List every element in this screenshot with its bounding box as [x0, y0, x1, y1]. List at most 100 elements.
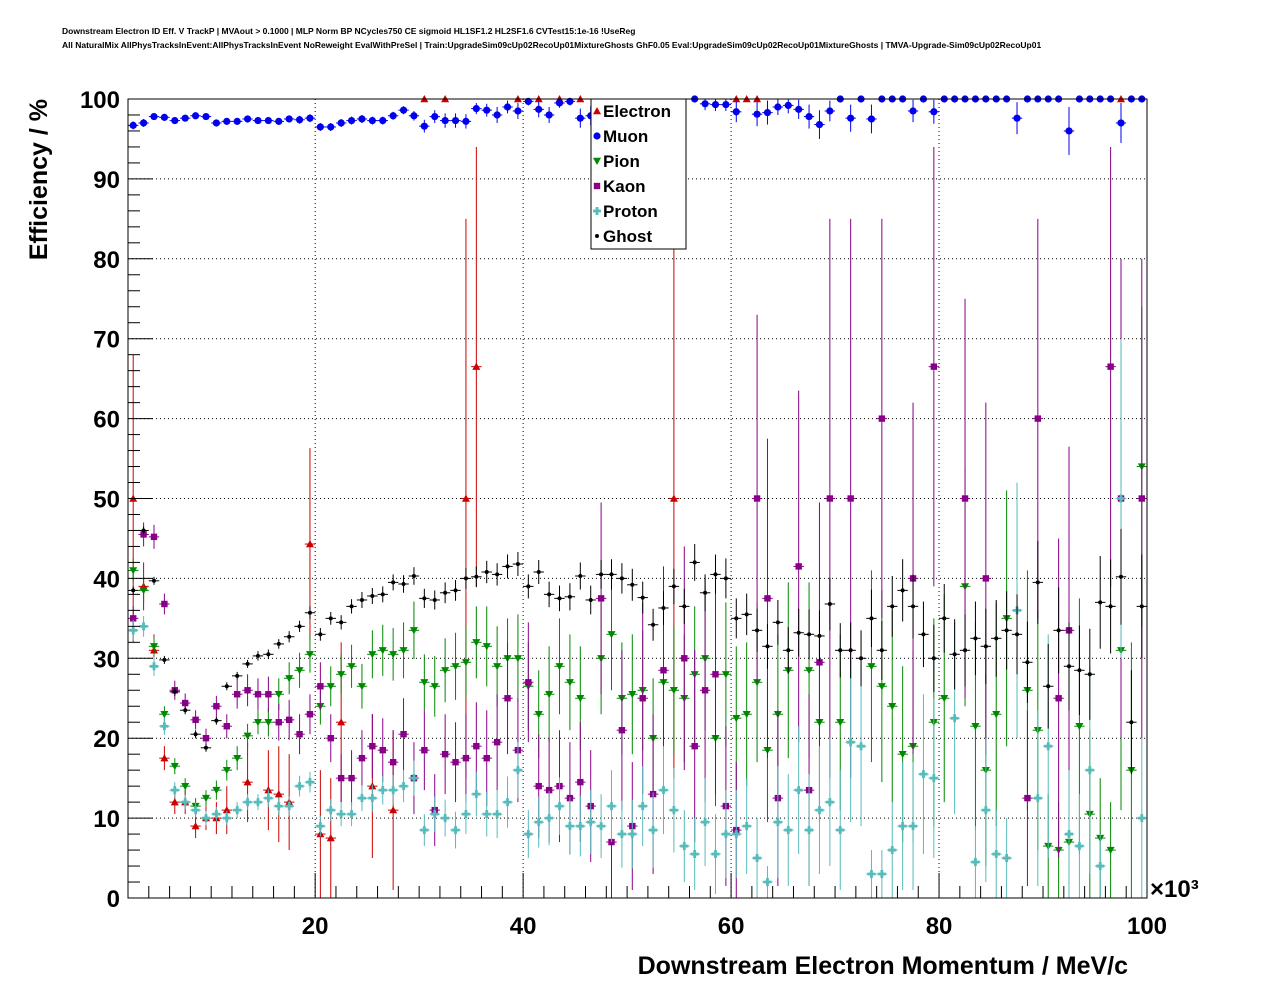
muon-marker	[233, 117, 241, 125]
proton-point	[710, 814, 721, 895]
electron-marker	[305, 540, 314, 548]
kaon-marker	[327, 735, 334, 742]
kaon-point	[231, 679, 243, 709]
muon-marker	[711, 100, 720, 109]
ghost-marker	[1015, 632, 1020, 637]
muon-point	[814, 110, 825, 139]
kaon-marker	[202, 735, 210, 742]
pion-marker	[940, 695, 949, 703]
proton-point	[647, 792, 659, 868]
ghost-marker	[1087, 672, 1092, 677]
muon-marker	[254, 116, 262, 125]
proton-marker	[264, 794, 273, 803]
ghost-point	[720, 558, 732, 599]
ghost-point	[533, 560, 544, 584]
proton-point	[408, 760, 420, 796]
ghost-marker	[796, 630, 801, 635]
proton-marker	[326, 806, 335, 815]
muon-point	[231, 117, 243, 125]
muon-marker	[732, 108, 740, 116]
ghost-point	[814, 610, 825, 662]
proton-point	[751, 818, 763, 898]
ghost-marker	[307, 610, 312, 615]
proton-marker	[649, 826, 658, 835]
pion-point	[148, 636, 160, 656]
proton-marker	[139, 622, 148, 631]
ghost-point	[128, 586, 139, 595]
muon-point	[772, 99, 784, 115]
muon-point	[190, 112, 201, 120]
muon-marker	[826, 107, 834, 115]
kaon-point	[221, 714, 232, 739]
proton-point	[512, 742, 524, 799]
muon-marker	[160, 113, 168, 121]
kaon-marker	[1024, 794, 1031, 802]
kaon-point	[346, 750, 357, 807]
proton-marker	[1075, 842, 1084, 851]
muon-marker	[867, 115, 876, 123]
legend-label-kaon: Kaon	[603, 177, 646, 196]
pion-point	[200, 790, 212, 807]
ghost-point	[408, 567, 420, 585]
electron-point	[221, 786, 232, 835]
y-tick-label: 90	[93, 167, 120, 194]
ghost-marker	[1046, 684, 1051, 689]
kaon-marker	[930, 363, 938, 370]
ghost-point	[138, 526, 149, 535]
ghost-marker	[1108, 604, 1113, 609]
muon-marker	[150, 112, 158, 121]
kaon-marker	[379, 746, 386, 754]
pion-point	[450, 632, 461, 700]
proton-marker	[295, 782, 304, 791]
pion-marker	[253, 719, 262, 727]
ghost-point	[491, 563, 503, 586]
proton-point	[679, 810, 690, 883]
proton-marker	[805, 826, 814, 835]
proton-marker	[919, 770, 928, 779]
proton-marker	[181, 798, 190, 807]
ghost-marker	[318, 632, 323, 637]
ghost-marker	[859, 656, 864, 661]
ghost-marker	[640, 595, 645, 600]
ghost-point	[1074, 625, 1085, 716]
muon-point	[408, 110, 420, 121]
proton-marker	[420, 826, 429, 835]
proton-marker	[565, 822, 574, 831]
ghost-marker	[900, 588, 905, 593]
ghost-marker	[463, 576, 468, 581]
ghost-point	[824, 577, 836, 631]
ghost-marker	[786, 648, 791, 653]
pion-point	[460, 626, 472, 699]
proton-point	[637, 766, 648, 847]
pion-marker	[274, 691, 283, 699]
muon-marker	[441, 116, 449, 125]
kaon-marker	[317, 683, 324, 690]
kaon-marker	[493, 738, 501, 746]
ghost-marker	[547, 592, 552, 597]
ghost-point	[668, 568, 680, 604]
muon-marker	[795, 105, 803, 113]
ghost-marker	[723, 576, 728, 581]
ghost-marker	[1139, 604, 1144, 609]
pion-point	[668, 626, 680, 755]
ghost-point	[502, 554, 513, 579]
proton-marker	[711, 850, 720, 859]
muon-point	[169, 116, 180, 125]
pion-marker	[992, 711, 1001, 719]
ghost-point	[481, 560, 492, 584]
pion-marker	[337, 671, 346, 679]
kaon-marker	[1107, 363, 1114, 370]
proton-point	[325, 798, 336, 822]
muon-point	[793, 99, 804, 119]
pion-point	[325, 666, 336, 707]
kaon-marker	[181, 699, 189, 707]
electron-point	[273, 746, 284, 843]
proton-marker	[524, 830, 533, 839]
ghost-point	[907, 574, 919, 639]
proton-point	[606, 770, 617, 843]
kaon-point	[315, 662, 326, 711]
ghost-point	[387, 574, 399, 591]
muon-point	[1063, 106, 1075, 155]
kaon-marker	[795, 563, 802, 570]
muon-point	[1011, 102, 1023, 135]
